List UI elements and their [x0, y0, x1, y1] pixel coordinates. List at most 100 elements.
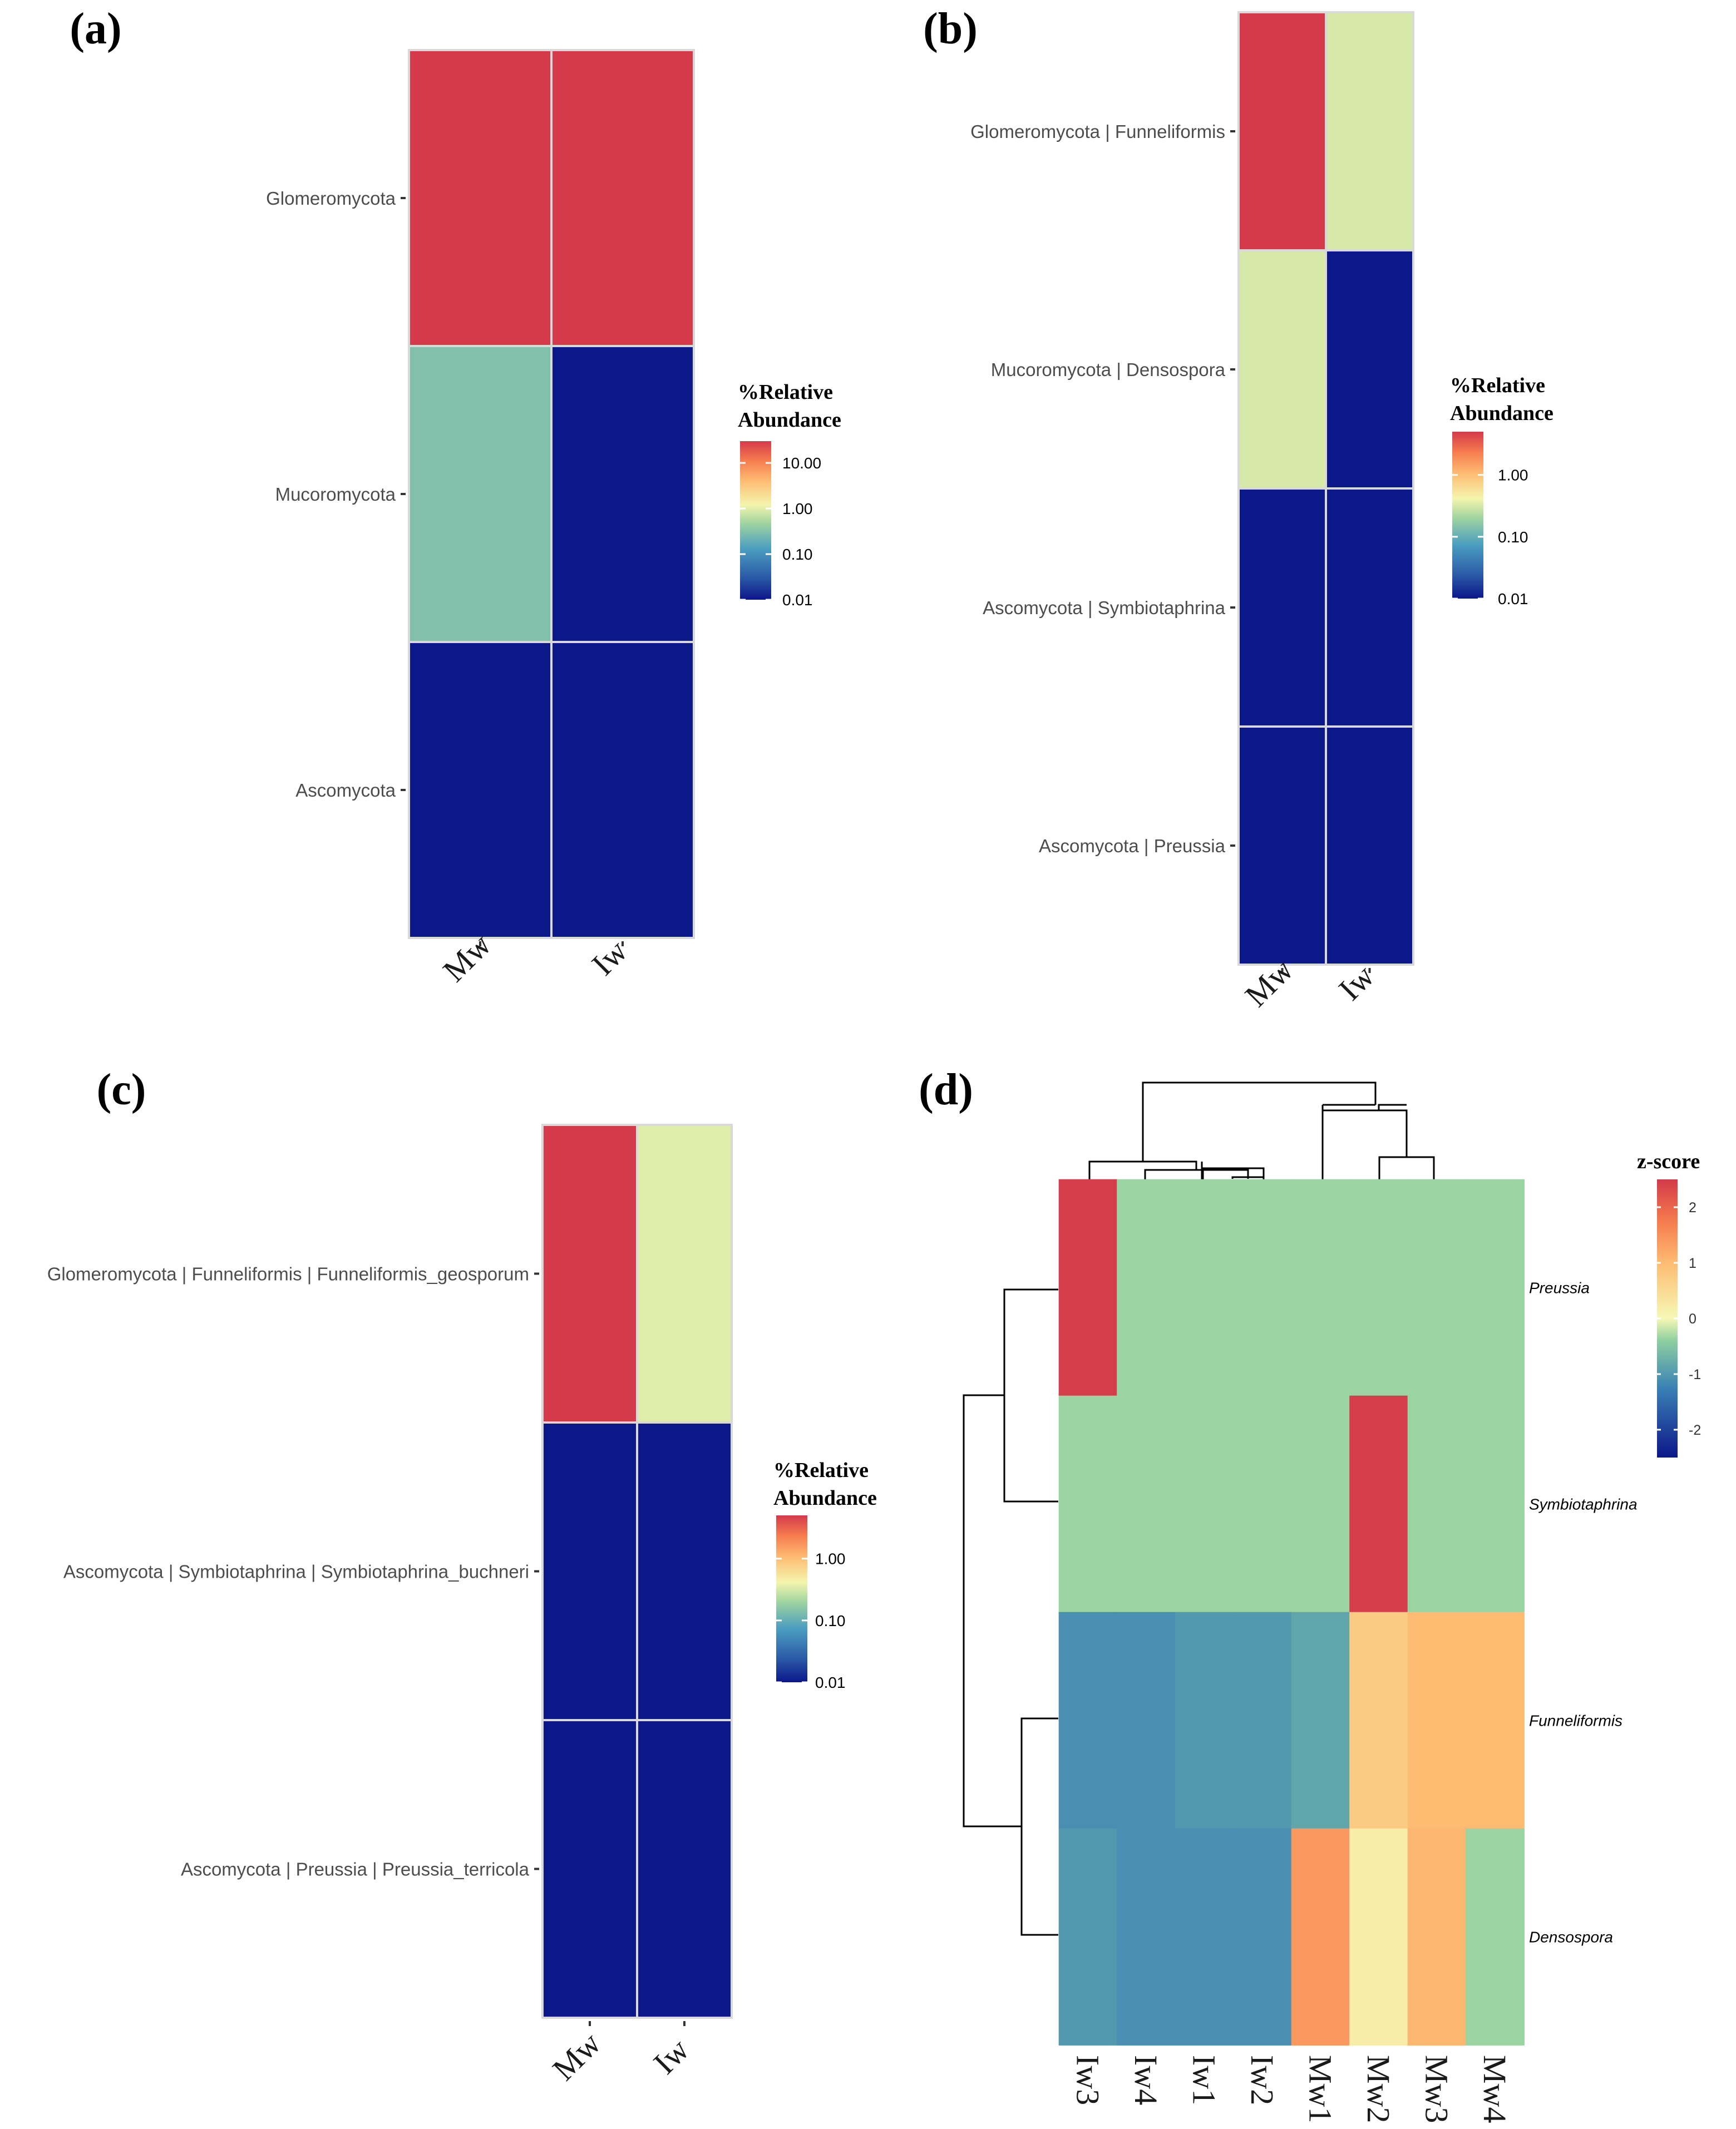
heatmap-cell	[1466, 1828, 1525, 2046]
heatmap-cell	[1237, 725, 1327, 966]
heatmap-cell	[1058, 1828, 1118, 2046]
row-label: Glomeromycota	[266, 188, 396, 209]
col-label: Iw2	[1244, 2055, 1280, 2105]
heatmap-cell	[550, 345, 695, 643]
panel-label: (c)	[97, 1065, 146, 1114]
row-dendrogram	[963, 1288, 1058, 1936]
heatmap-cell	[1237, 487, 1327, 728]
row-label: Preussia	[1529, 1280, 1590, 1297]
heatmap-cell	[1349, 1828, 1408, 2046]
legend-tick-label: 2	[1689, 1200, 1696, 1216]
heatmap-panel-d: (d) Preussia Symbiotaphrina Funneliformis De…	[919, 1065, 1701, 2123]
col-label: Mw4	[1477, 2055, 1513, 2123]
heatmap-cell	[1407, 1395, 1467, 1613]
legend-title: %Relative	[1450, 374, 1545, 397]
row-label: Glomeromycota | Funneliformis | Funnelif…	[47, 1264, 529, 1285]
heatmap-cell	[1233, 1395, 1292, 1613]
col-label: Mw1	[1302, 2055, 1338, 2123]
legend-tick-label: 0.01	[1498, 590, 1528, 607]
heatmap-cell	[1233, 1179, 1292, 1396]
col-label: Iw4	[1128, 2055, 1164, 2105]
col-label: Mw3	[1418, 2055, 1454, 2123]
heatmap-cell	[1175, 1395, 1234, 1613]
dendrogram-branch	[1003, 1288, 1058, 1503]
heatmap-cell	[636, 1719, 733, 2019]
heatmap-cell	[1117, 1395, 1176, 1613]
row-label: Glomeromycota | Funneliformis	[970, 121, 1225, 142]
legend-tick-label: 0.01	[815, 1674, 846, 1691]
legend-tick-label: 0.01	[782, 591, 813, 609]
heatmap-cell	[1407, 1828, 1467, 2046]
heatmap-cell	[1117, 1828, 1176, 2046]
heatmap-cell	[1325, 487, 1414, 728]
legend-colorbar	[740, 441, 771, 600]
col-label: Iw1	[1186, 2055, 1222, 2105]
row-label: Ascomycota | Symbiotaphrina	[983, 597, 1226, 618]
heatmap-cell	[1466, 1612, 1525, 1829]
heatmap-cell	[1233, 1828, 1292, 2046]
heatmap-cell	[408, 641, 553, 939]
col-label: Iw	[647, 2032, 696, 2081]
heatmap-cell	[1349, 1612, 1408, 1829]
heatmap-cell	[1117, 1612, 1176, 1829]
row-label: Mucoromycota	[275, 484, 396, 505]
dendrogram-branch	[1020, 1717, 1058, 1936]
legend-tick-label: -2	[1689, 1422, 1701, 1438]
legend-tick-label: 1.00	[782, 500, 813, 517]
heatmap-cell	[1407, 1179, 1467, 1396]
heatmap-cell	[1291, 1828, 1350, 2046]
row-label: Ascomycota | Symbiotaphrina | Symbiotaph…	[63, 1562, 529, 1582]
legend-colorbar	[776, 1515, 807, 1682]
legend-title: Abundance	[1450, 402, 1553, 425]
heatmap-cell	[1058, 1395, 1118, 1613]
heatmap-cell	[1291, 1612, 1350, 1829]
legend-tick-label: 0	[1689, 1311, 1696, 1327]
dendrogram-branch	[1321, 1109, 1408, 1179]
heatmap-cell	[1058, 1612, 1118, 1829]
heatmap-cell	[1325, 11, 1414, 251]
legend-title: z-score	[1637, 1150, 1700, 1173]
heatmap-cell	[1291, 1395, 1350, 1613]
heatmap-cell	[1117, 1179, 1176, 1396]
heatmap-cell	[636, 1124, 733, 1424]
heatmap-cell	[550, 641, 695, 939]
legend-title: %Relative	[738, 381, 833, 404]
dendrogram-branch	[1378, 1156, 1435, 1179]
col-label: Mw	[545, 2025, 608, 2087]
heatmap-cell	[1233, 1612, 1292, 1829]
heatmap-cell	[1291, 1179, 1350, 1396]
heatmap-cell	[1466, 1179, 1525, 1396]
heatmap-cell	[541, 1421, 638, 1721]
dendrogram-branch	[1142, 1081, 1377, 1162]
heatmap-cell	[1349, 1179, 1408, 1396]
heatmap-cell	[1237, 11, 1327, 251]
legend-tick-label: 1.00	[1498, 467, 1528, 484]
panel-label: (b)	[923, 4, 978, 53]
heatmap-cell	[1407, 1612, 1467, 1829]
column-dendrogram	[1088, 1081, 1435, 1179]
heatmap-cell	[1175, 1828, 1234, 2046]
heatmap-panel-b: (b) Glomeromycota | Funneliformis Mucoromy…	[923, 4, 1553, 1014]
row-label: Funneliformis	[1529, 1712, 1622, 1730]
legend-colorbar	[1452, 432, 1483, 599]
legend-tick-label: 0.10	[815, 1612, 846, 1629]
row-label: Ascomycota | Preussia | Preussia_terrico…	[181, 1859, 530, 1880]
dendrogram-branch	[963, 1394, 1022, 1827]
panel-label: (a)	[70, 4, 121, 53]
col-label: Iw	[585, 933, 634, 982]
heatmap-cell	[1058, 1179, 1118, 1396]
heatmap-cell	[408, 345, 553, 643]
heatmap-cell	[550, 49, 695, 347]
row-label: Densospora	[1529, 1929, 1613, 1946]
legend-tick-label: 0.10	[782, 546, 813, 563]
dendrogram-branch	[1378, 1104, 1407, 1110]
legend-tick-label: 0.10	[1498, 528, 1528, 546]
col-label: Mw2	[1360, 2055, 1397, 2123]
heatmap-cell	[1175, 1179, 1234, 1396]
panel-label: (d)	[919, 1065, 973, 1114]
heatmap-cell	[636, 1421, 733, 1721]
row-label: Symbiotaphrina	[1529, 1496, 1638, 1513]
legend-tick-label: 1	[1689, 1256, 1696, 1271]
row-label: Mucoromycota | Densospora	[991, 359, 1226, 380]
